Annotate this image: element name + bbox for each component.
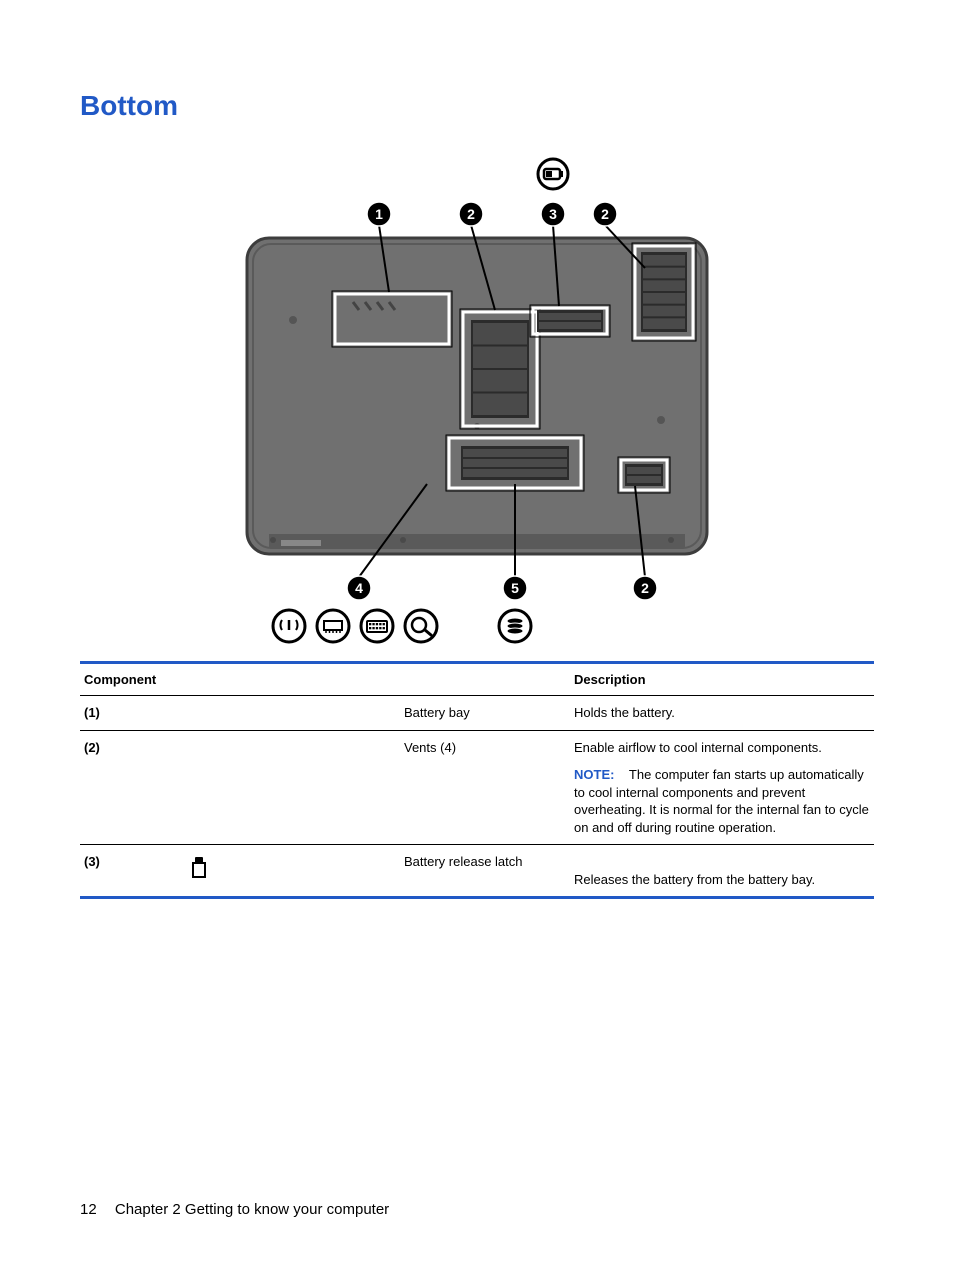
note-label: NOTE: <box>574 767 614 782</box>
svg-text:1: 1 <box>375 206 383 222</box>
section-heading: Bottom <box>80 90 874 122</box>
row-3-icon-cell <box>180 845 400 898</box>
component-table: Component Description (1) Battery bay Ho… <box>80 661 874 899</box>
note-text: The computer fan starts up automatically… <box>574 767 869 835</box>
page-number: 12 <box>80 1201 97 1218</box>
header-description: Description <box>570 663 874 696</box>
row-3-num: (3) <box>80 845 180 898</box>
svg-text:5: 5 <box>511 580 519 596</box>
svg-text:3: 3 <box>549 206 557 222</box>
row-2-desc: Enable airflow to cool internal componen… <box>570 730 874 845</box>
svg-text:2: 2 <box>641 580 649 596</box>
row-2-num: (2) <box>80 730 180 845</box>
row-2-icon <box>180 730 400 845</box>
svg-text:2: 2 <box>467 206 475 222</box>
bottom-view-diagram: 1 2 3 2 4 5 2 <box>227 150 727 646</box>
header-component: Component <box>80 663 570 696</box>
battery-release-icon <box>190 855 208 884</box>
row-1-name: Battery bay <box>400 696 570 731</box>
row-3-name: Battery release latch <box>400 845 570 898</box>
chapter-label: Chapter 2 Getting to know your computer <box>115 1201 389 1218</box>
row-1-icon <box>180 696 400 731</box>
row-3-desc-text: Releases the battery from the battery ba… <box>574 872 815 887</box>
row-2-desc-text: Enable airflow to cool internal componen… <box>574 740 822 755</box>
row-1-desc: Holds the battery. <box>570 696 874 731</box>
row-1-num: (1) <box>80 696 180 731</box>
row-2-name: Vents (4) <box>400 730 570 845</box>
diagram-container: 1 2 3 2 4 5 2 <box>80 150 874 651</box>
svg-text:4: 4 <box>355 580 363 596</box>
page-footer: 12 Chapter 2 Getting to know your comput… <box>80 1201 389 1218</box>
svg-text:2: 2 <box>601 206 609 222</box>
row-3-desc: Releases the battery from the battery ba… <box>570 845 874 898</box>
